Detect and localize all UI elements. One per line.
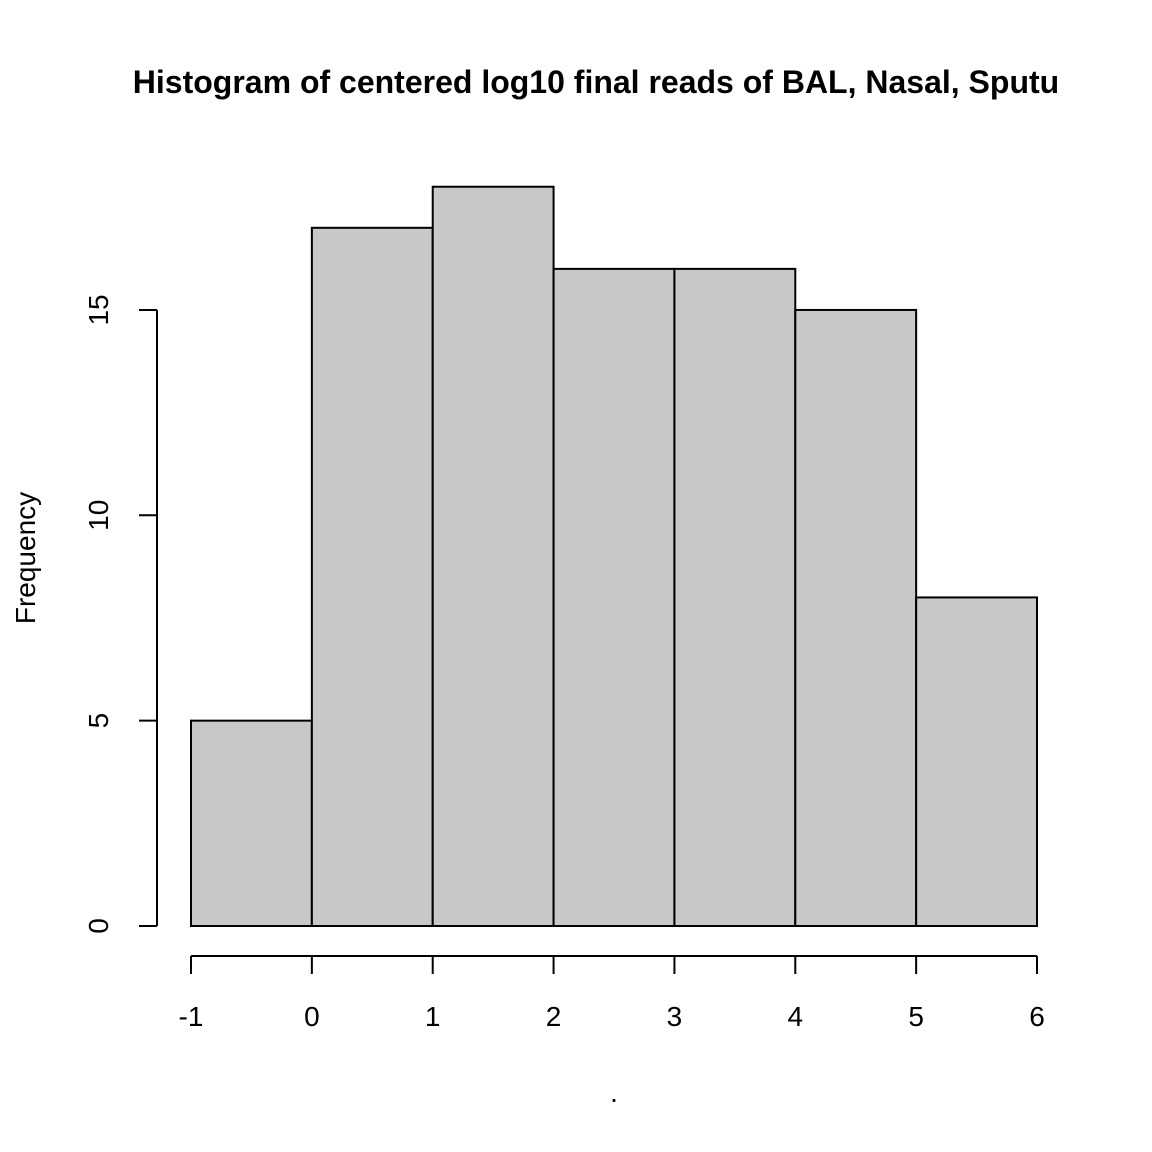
bars-layer: [190, 185, 1039, 928]
y-tick-label: 10: [83, 500, 114, 531]
x-tick-label: 0: [304, 1001, 320, 1032]
histogram-bar-1: [310, 226, 434, 927]
y-tick-label: 5: [83, 713, 114, 729]
y-tick-label: 0: [83, 918, 114, 934]
histogram-bar-5: [794, 308, 918, 927]
x-tick-label: 5: [908, 1001, 924, 1032]
x-axis-label: .: [610, 1077, 618, 1108]
histogram-bar-2: [431, 185, 555, 928]
x-tick-label: 6: [1029, 1001, 1045, 1032]
y-axis: 0 5 10 15: [83, 294, 158, 934]
x-tick-label: -1: [179, 1001, 204, 1032]
histogram-bar-4: [673, 267, 797, 927]
x-tick-label: 3: [667, 1001, 683, 1032]
x-axis: -1 0 1 2 3 4 5 6: [179, 955, 1045, 1032]
y-axis-label: Frequency: [10, 492, 41, 624]
histogram-bar-6: [915, 596, 1039, 927]
histogram-bar-3: [552, 267, 676, 927]
x-tick-label: 2: [546, 1001, 562, 1032]
y-tick-label: 15: [83, 294, 114, 325]
x-tick-label: 4: [787, 1001, 803, 1032]
x-tick-label: 1: [425, 1001, 441, 1032]
chart-title: Histogram of centered log10 final reads …: [133, 64, 1059, 100]
histogram-bar-0: [190, 719, 313, 928]
